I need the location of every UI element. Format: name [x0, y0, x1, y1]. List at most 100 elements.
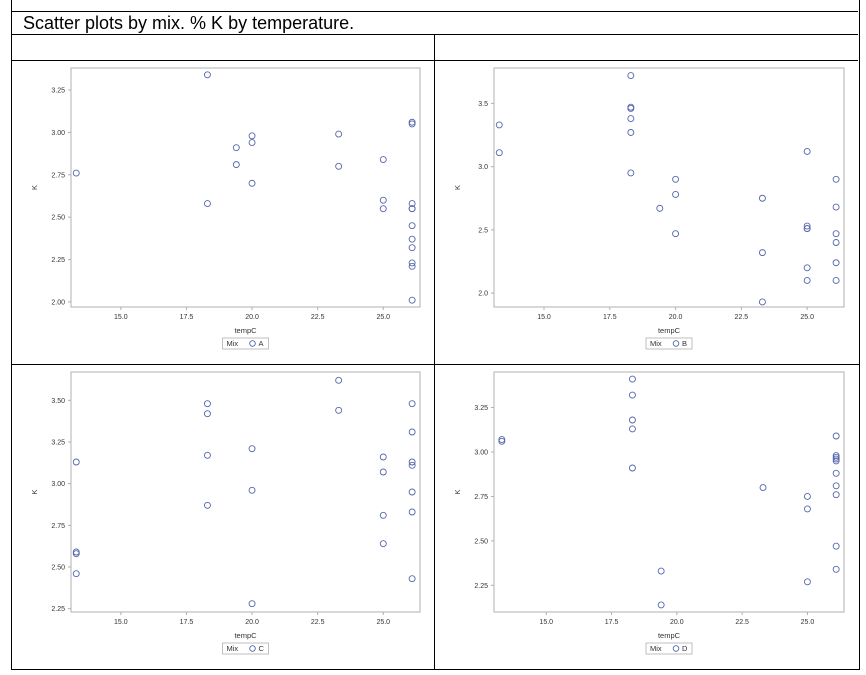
- legend-marker: [672, 645, 680, 652]
- data-point: [335, 376, 343, 384]
- title-row: Scatter plots by mix. % K by temperature…: [11, 11, 858, 35]
- x-tick-label: 20.0: [245, 619, 259, 626]
- scatter-chart-b: 15.0 17.5 20.0 22.5 25.0 2.0 2.5 3.0 3.5 tempC K Mi…: [453, 67, 845, 350]
- legend-entry: B: [682, 339, 687, 348]
- data-point: [408, 244, 416, 252]
- data-point: [627, 129, 635, 136]
- data-point: [832, 491, 840, 499]
- data-point: [204, 501, 211, 509]
- scatter-panel-d: 15.0 17.5 20.0 22.5 25.0 2.25 2.50 2.75 3.00 3.25…: [435, 365, 858, 669]
- data-point: [204, 400, 211, 408]
- data-point: [832, 565, 840, 573]
- y-tick-label: 2.75: [474, 494, 488, 501]
- column-divider: [434, 34, 435, 670]
- x-tick-label: 17.5: [603, 314, 617, 321]
- data-point: [248, 132, 256, 140]
- data-point: [408, 508, 416, 516]
- page-title: Scatter plots by mix. % K by temperature…: [23, 13, 355, 33]
- x-tick-label: 25.0: [800, 314, 814, 321]
- y-tick-label: 3.00: [51, 130, 65, 137]
- plot-frame: [70, 371, 421, 613]
- data-point: [498, 437, 506, 445]
- data-point: [204, 200, 211, 208]
- data-point: [628, 375, 636, 383]
- y-tick-label: 2.75: [51, 172, 65, 179]
- data-point: [803, 225, 811, 233]
- data-point: [759, 484, 767, 492]
- x-axis-label: tempC: [658, 631, 681, 640]
- legend-entry: C: [259, 644, 265, 653]
- y-tick-label: 3.00: [51, 481, 65, 488]
- data-point: [379, 205, 387, 213]
- data-point: [335, 130, 343, 138]
- legend-box: [222, 337, 269, 350]
- data-point: [803, 222, 811, 230]
- x-tick-label: 15.0: [114, 619, 128, 626]
- data-point: [248, 486, 256, 494]
- bottom-border: [11, 669, 859, 670]
- data-point: [803, 276, 811, 284]
- data-point: [232, 144, 240, 152]
- x-tick-label: 15.0: [114, 314, 128, 321]
- data-point: [408, 120, 416, 128]
- y-axis-label: K: [453, 489, 462, 494]
- x-tick-label: 17.5: [180, 314, 194, 321]
- data-point: [498, 436, 506, 444]
- data-point: [832, 452, 840, 460]
- y-axis-label: K: [453, 185, 462, 190]
- data-point: [832, 230, 840, 238]
- data-point: [672, 191, 680, 198]
- data-point: [72, 169, 80, 177]
- scatter-chart-c: 15.0 17.5 20.0 22.5 25.0 2.25 2.50 2.75 3.00 3.25…: [30, 371, 421, 655]
- legend-entry: A: [259, 339, 264, 348]
- data-point: [832, 239, 840, 246]
- y-tick-label: 3.25: [474, 405, 488, 412]
- scatter-chart-d: 15.0 17.5 20.0 22.5 25.0 2.25 2.50 2.75 3.00 3.25…: [453, 371, 845, 655]
- x-tick-label: 22.5: [311, 619, 325, 626]
- data-point: [408, 458, 416, 466]
- plot-frame: [70, 67, 421, 308]
- data-point: [832, 482, 840, 490]
- data-point: [672, 230, 680, 238]
- data-point: [408, 262, 416, 270]
- x-tick-label: 25.0: [376, 619, 390, 626]
- scatter-panel-c: 15.0 17.5 20.0 22.5 25.0 2.25 2.50 2.75 3.00 3.25…: [12, 365, 434, 669]
- data-point: [832, 542, 840, 550]
- data-point: [627, 105, 635, 112]
- data-point: [248, 179, 256, 187]
- x-tick-label: 15.0: [537, 314, 551, 321]
- data-point: [408, 428, 416, 436]
- x-tick-label: 17.5: [180, 619, 194, 626]
- data-point: [657, 567, 665, 575]
- x-tick-label: 22.5: [735, 314, 749, 321]
- data-point: [379, 511, 387, 519]
- y-axis-label: K: [30, 489, 39, 494]
- data-point: [379, 453, 387, 461]
- data-point: [832, 175, 840, 183]
- data-point: [248, 139, 256, 147]
- legend-title: Mix: [227, 644, 239, 653]
- data-point: [628, 464, 636, 472]
- x-tick-label: 22.5: [735, 619, 749, 626]
- data-point: [248, 445, 256, 453]
- data-point: [379, 156, 387, 163]
- data-point: [248, 600, 256, 608]
- data-point: [758, 194, 766, 202]
- data-point: [72, 458, 80, 466]
- data-point: [803, 492, 811, 500]
- y-tick-label: 2.25: [51, 257, 65, 264]
- legend-title: Mix: [650, 644, 662, 653]
- data-point: [204, 451, 211, 459]
- table-frame: [11, 0, 860, 670]
- data-point: [379, 540, 387, 548]
- data-point: [627, 72, 635, 80]
- y-tick-label: 2.0: [478, 291, 488, 298]
- data-point: [408, 296, 416, 304]
- y-tick-label: 3.0: [478, 164, 488, 171]
- x-tick-label: 20.0: [669, 314, 683, 321]
- x-axis-label: tempC: [658, 326, 681, 335]
- x-axis-label: tempC: [234, 631, 257, 640]
- x-tick-label: 25.0: [801, 619, 815, 626]
- row-divider: [11, 364, 859, 365]
- data-point: [628, 425, 636, 433]
